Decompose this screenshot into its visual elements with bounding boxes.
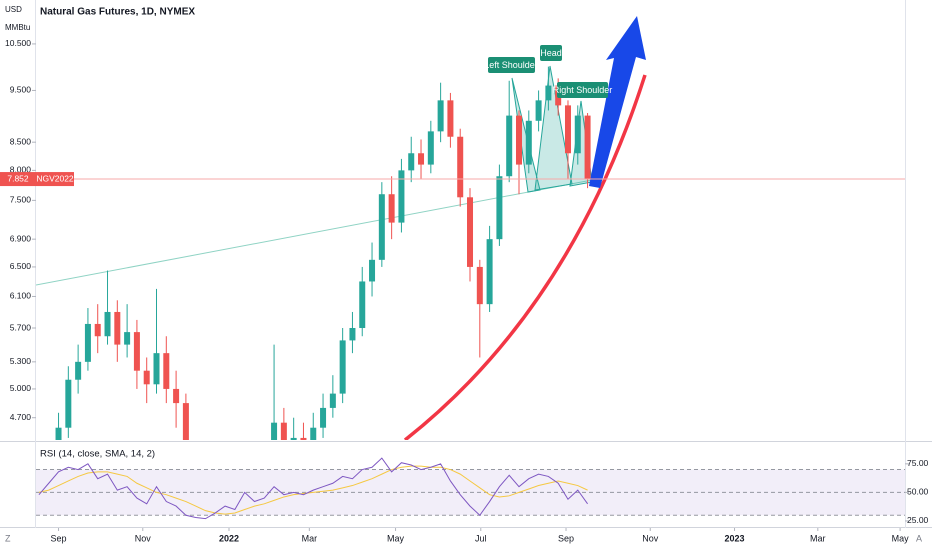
y-tick-label: 8.500 <box>10 136 32 146</box>
candle-body <box>349 328 356 341</box>
candle-body <box>55 427 62 440</box>
candle-body <box>545 85 552 101</box>
y-tick-label: 75.00 <box>907 458 929 468</box>
candle-body <box>329 393 336 408</box>
candle-body <box>457 136 464 198</box>
annotation: Left Shoulder <box>484 60 538 70</box>
icon[interactable]: Z <box>5 533 11 543</box>
y-tick-label: 25.00 <box>907 515 929 525</box>
candle-body <box>486 239 493 305</box>
y-tick-label: 5.300 <box>10 356 32 366</box>
candle-body <box>447 100 454 137</box>
candle-body <box>515 115 522 165</box>
candle-body <box>398 170 405 223</box>
annotation-box <box>488 57 535 73</box>
candle-body <box>290 437 297 440</box>
y-tick-label: 6.100 <box>10 291 32 301</box>
candle-body <box>388 194 395 223</box>
candle-body <box>476 266 483 305</box>
y-tick-label: 4.700 <box>10 412 32 422</box>
annotation: Head <box>540 48 562 58</box>
x-tick-label: Jul <box>475 533 487 543</box>
x-tick-label: May <box>387 533 405 543</box>
curve-drawing <box>403 74 647 440</box>
candle-body <box>182 403 189 440</box>
icon[interactable]: A <box>916 533 922 543</box>
candle-body <box>378 194 385 260</box>
candle-body <box>535 100 542 121</box>
candle-body <box>359 281 366 329</box>
candle-body <box>506 115 513 177</box>
y-tick-label: 10.500 <box>5 38 31 48</box>
y-tick-label: 5.000 <box>10 383 32 393</box>
x-tick-label: May <box>892 533 910 543</box>
y-tick-label: 9.500 <box>10 85 32 95</box>
candle-body <box>427 131 434 165</box>
main-pane <box>36 16 647 440</box>
candle-body <box>143 370 150 385</box>
price-badge <box>0 172 36 187</box>
candle-body <box>408 153 415 171</box>
x-tick-label: 2022 <box>219 533 239 543</box>
candle-body <box>496 176 503 240</box>
y-tick-label: 8.000 <box>10 165 32 175</box>
candle-body <box>584 115 591 180</box>
candle-body <box>133 332 140 371</box>
annotation-box <box>557 82 608 98</box>
candle-body <box>574 115 581 154</box>
x-tick-label: Mar <box>302 533 318 543</box>
candle-body <box>104 311 111 337</box>
candle-body <box>280 422 287 440</box>
candle-body <box>75 361 82 380</box>
annotation: Right Shoulder <box>553 85 613 95</box>
candle-body <box>65 379 72 428</box>
y-tick-label: 6.500 <box>10 261 32 271</box>
candle-body <box>320 407 327 428</box>
candle-body <box>437 100 444 132</box>
candle-body <box>339 340 346 394</box>
annotation-box <box>540 45 562 61</box>
candle-body <box>124 332 131 345</box>
y-tick-label: 7.500 <box>10 195 32 205</box>
x-tick-label: Mar <box>810 533 826 543</box>
arrow-drawing <box>589 16 646 188</box>
candle-body <box>163 353 170 389</box>
x-tick-label: Nov <box>135 533 152 543</box>
unit-label: MMBtu <box>5 23 30 32</box>
symbol-badge-label: NGV2022 <box>36 173 74 183</box>
x-tick-label: Sep <box>558 533 574 543</box>
x-tick-label: 2023 <box>725 533 745 543</box>
candle-body <box>300 437 307 440</box>
pattern-shape <box>534 65 573 191</box>
candle-body <box>418 153 425 165</box>
candle-body <box>564 105 571 154</box>
y-tick-label: 6.900 <box>10 233 32 243</box>
unit-label: USD <box>5 5 22 14</box>
rsi-line <box>38 465 588 515</box>
candle-body <box>84 323 91 362</box>
candle-body <box>153 353 160 385</box>
candle-body <box>369 259 376 282</box>
x-tick-label: Sep <box>51 533 67 543</box>
candle-body <box>525 120 532 165</box>
y-tick-label: 50.00 <box>907 487 929 497</box>
candle-body <box>173 388 180 404</box>
rsi-title: RSI (14, close, SMA, 14, 2) <box>40 449 155 460</box>
rsi-line <box>38 457 588 520</box>
symbol-badge <box>36 172 74 187</box>
x-tick-label: Nov <box>642 533 659 543</box>
y-tick-label: 5.700 <box>10 322 32 332</box>
candle-body <box>310 427 317 440</box>
chart-title: Natural Gas Futures, 1D, NYMEX <box>40 7 195 18</box>
price-badge-label: 7.852 <box>7 173 29 183</box>
candle-body <box>467 197 474 267</box>
candle-body <box>94 323 101 337</box>
candle-body <box>114 311 121 345</box>
candle-body <box>271 422 278 440</box>
